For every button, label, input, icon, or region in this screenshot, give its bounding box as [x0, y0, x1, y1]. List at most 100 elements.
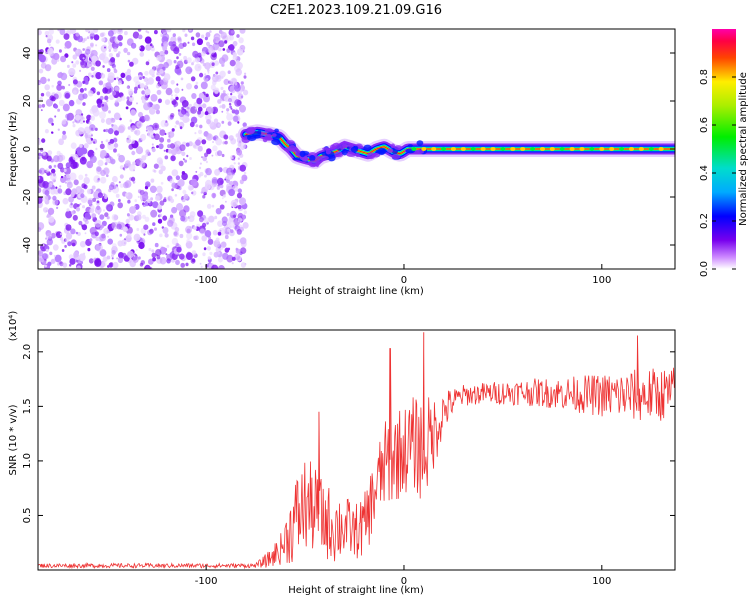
noise-speck	[58, 49, 62, 53]
noise-speck	[226, 212, 230, 217]
ridge-blob	[283, 147, 293, 152]
noise-speck	[90, 66, 95, 72]
noise-speck	[114, 100, 118, 104]
noise-speck	[75, 60, 80, 65]
noise-speck	[58, 138, 64, 144]
noise-speck	[211, 204, 215, 208]
noise-speck	[81, 183, 86, 189]
noise-speck	[123, 242, 126, 245]
noise-speck	[56, 84, 63, 91]
noise-speck	[164, 155, 169, 160]
snr-y-ticks: 0.5 1.0 1.5 2.0	[22, 344, 675, 523]
noise-speck	[171, 128, 175, 132]
noise-speck	[211, 192, 217, 199]
noise-speck	[45, 232, 52, 240]
noise-speck	[213, 251, 219, 258]
noise-speck	[111, 257, 114, 260]
noise-speck	[90, 49, 98, 58]
noise-speck	[99, 111, 106, 119]
noise-speck	[237, 142, 242, 147]
noise-speck	[190, 258, 196, 264]
noise-speck	[171, 237, 179, 246]
noise-speck	[94, 231, 99, 237]
noise-speck	[44, 64, 52, 72]
noise-speck	[175, 259, 180, 266]
noise-speck	[100, 118, 105, 124]
noise-speck	[107, 235, 109, 238]
ridge-blob	[247, 134, 257, 141]
noise-speck	[80, 260, 83, 265]
noise-speck	[107, 238, 113, 245]
noise-speck	[60, 55, 67, 63]
noise-speck	[52, 232, 55, 237]
noise-speck	[116, 53, 120, 58]
noise-speck	[51, 168, 56, 174]
noise-speck	[97, 177, 100, 181]
noise-speck	[84, 134, 88, 138]
noise-speck	[158, 143, 164, 150]
ridge-spot	[470, 147, 476, 151]
noise-speck	[218, 47, 222, 52]
noise-speck	[38, 152, 42, 157]
noise-speck	[106, 229, 110, 234]
noise-speck	[142, 214, 146, 219]
noise-speck	[91, 75, 94, 78]
noise-speck	[227, 121, 232, 126]
ridge-blob	[272, 133, 277, 137]
noise-speck	[106, 99, 109, 103]
noise-speck	[237, 204, 242, 210]
noise-speck	[79, 69, 82, 72]
ridge-spot	[609, 147, 615, 151]
ridge-spot	[599, 147, 605, 151]
noise-speck	[84, 212, 91, 219]
noise-speck	[206, 41, 210, 47]
noise-speck	[147, 31, 150, 34]
noise-speck	[159, 256, 167, 265]
snr-frame	[37, 329, 676, 571]
noise-speck	[163, 73, 171, 81]
noise-speck	[169, 178, 175, 184]
noise-speck	[156, 89, 162, 95]
noise-speck	[213, 239, 221, 248]
y-tick-label: 1.5	[22, 398, 33, 414]
ridge-blob	[390, 143, 396, 149]
noise-speck	[171, 188, 174, 192]
ridge-spot	[648, 147, 654, 151]
noise-speck	[62, 130, 66, 135]
ridge-blob	[346, 152, 357, 157]
noise-speck	[99, 143, 105, 150]
noise-speck	[44, 30, 50, 36]
noise-speck	[195, 139, 201, 146]
noise-speck	[92, 197, 97, 202]
noise-speck	[69, 264, 72, 267]
noise-speck	[185, 106, 190, 111]
noise-region	[38, 29, 249, 269]
noise-speck	[173, 184, 178, 189]
noise-speck	[129, 206, 137, 214]
noise-speck	[201, 156, 203, 159]
colorbar-tick-label: 0.6	[699, 117, 710, 133]
noise-speck	[55, 186, 58, 189]
noise-speck	[61, 119, 67, 125]
ridge-blob	[318, 155, 329, 161]
noise-speck	[45, 35, 48, 38]
noise-speck	[105, 157, 111, 163]
noise-speck	[122, 226, 128, 233]
noise-speck	[180, 197, 184, 201]
noise-speck	[217, 256, 223, 263]
noise-speck	[228, 102, 232, 106]
noise-speck	[103, 129, 106, 132]
noise-speck	[61, 85, 64, 88]
noise-speck	[239, 164, 246, 172]
noise-speck	[221, 104, 226, 109]
noise-speck	[149, 231, 153, 235]
noise-speck	[168, 131, 175, 138]
noise-speck	[201, 34, 205, 39]
noise-speck	[152, 201, 159, 209]
noise-speck	[180, 77, 184, 81]
ridge-blob	[274, 128, 279, 133]
noise-speck	[65, 210, 73, 219]
noise-speck	[171, 41, 177, 47]
noise-speck	[117, 80, 123, 86]
noise-speck	[44, 129, 49, 134]
